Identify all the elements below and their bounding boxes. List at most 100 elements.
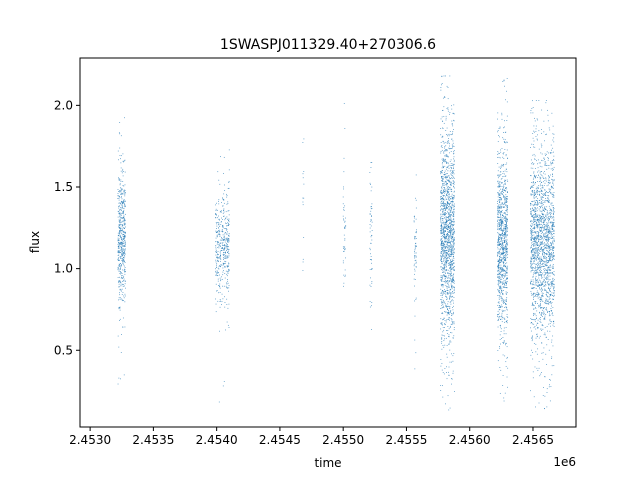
season-cluster [413, 174, 417, 370]
data-point [414, 268, 416, 270]
data-point [501, 222, 502, 224]
data-point [440, 268, 442, 270]
data-point [550, 295, 552, 296]
data-point [499, 272, 501, 274]
data-point [551, 229, 553, 230]
data-point [497, 224, 499, 226]
data-point [507, 254, 509, 255]
data-point [445, 305, 447, 307]
data-point [452, 312, 454, 314]
data-point [453, 297, 455, 298]
data-point [533, 184, 535, 186]
data-point [546, 277, 548, 279]
data-point [447, 220, 449, 221]
data-point [506, 141, 508, 143]
data-point [498, 286, 500, 288]
data-point [502, 269, 504, 271]
data-point [505, 342, 507, 344]
data-point [453, 145, 455, 147]
data-point [121, 277, 122, 278]
data-point [506, 228, 508, 230]
data-point [224, 306, 226, 308]
data-point [546, 254, 548, 255]
data-point [542, 193, 544, 195]
data-point [534, 272, 536, 273]
data-point [452, 278, 454, 280]
data-point [446, 221, 448, 223]
data-point [120, 167, 122, 169]
data-point [552, 205, 554, 206]
data-point [535, 267, 536, 269]
data-point [539, 181, 540, 182]
data-point [532, 267, 534, 268]
data-point [544, 265, 546, 267]
data-point [444, 222, 446, 223]
data-point [503, 158, 505, 159]
data-point [504, 259, 506, 261]
data-point [216, 214, 217, 216]
data-point [548, 251, 550, 253]
data-point [228, 250, 229, 252]
data-point [222, 270, 224, 271]
data-point [443, 251, 445, 252]
data-point [119, 226, 121, 228]
data-point [448, 281, 450, 283]
data-point [440, 89, 442, 91]
data-point [498, 225, 500, 227]
data-point [219, 234, 221, 236]
data-point [216, 231, 218, 233]
data-point [547, 200, 549, 202]
data-point [447, 203, 448, 205]
data-point [499, 271, 501, 272]
data-point [539, 190, 541, 192]
data-point [445, 209, 447, 211]
data-point [119, 249, 121, 251]
data-point [442, 178, 444, 180]
data-point [497, 320, 499, 321]
data-point [121, 250, 123, 252]
data-point [551, 254, 553, 256]
data-point [537, 204, 539, 205]
data-point [444, 344, 446, 346]
data-point [498, 238, 499, 240]
data-point [447, 166, 449, 168]
data-point [503, 261, 505, 263]
data-point [120, 281, 121, 283]
data-point [443, 205, 445, 207]
data-point [451, 292, 453, 294]
data-point [228, 180, 230, 182]
data-point [451, 204, 453, 206]
data-point [442, 286, 444, 288]
data-point [502, 249, 504, 251]
data-point [499, 207, 501, 209]
data-point [446, 149, 448, 151]
data-point [220, 265, 221, 267]
data-point [504, 232, 505, 233]
data-point [540, 233, 542, 234]
data-point [448, 226, 450, 228]
data-point [120, 277, 122, 279]
data-point [449, 187, 450, 189]
data-point [442, 254, 444, 256]
data-point [544, 263, 546, 265]
data-point [123, 278, 125, 280]
data-point [501, 247, 503, 249]
data-point [550, 164, 552, 166]
data-point [447, 183, 448, 185]
data-point [446, 356, 448, 358]
data-point [504, 132, 506, 133]
data-point [547, 300, 549, 302]
data-point [499, 221, 500, 223]
data-point [553, 238, 555, 240]
data-point [124, 271, 126, 273]
data-point [224, 241, 226, 243]
data-point [447, 309, 449, 310]
data-point [447, 230, 449, 232]
data-point [370, 218, 372, 220]
data-point [498, 182, 500, 184]
data-point [450, 264, 452, 266]
data-point [533, 312, 535, 314]
data-point [506, 219, 508, 221]
data-point [440, 118, 442, 120]
data-point [450, 244, 452, 246]
